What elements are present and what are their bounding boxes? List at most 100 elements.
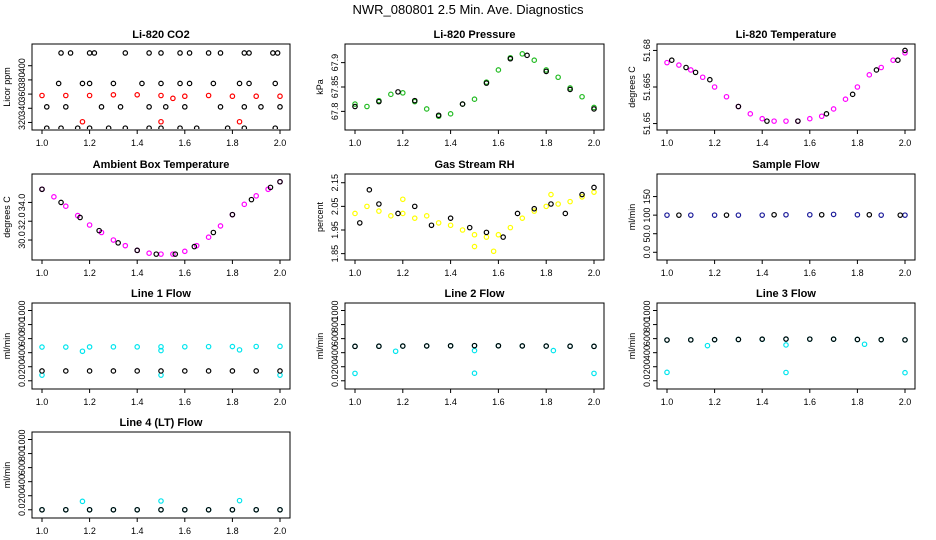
data-point — [902, 50, 908, 56]
data-point — [43, 104, 50, 110]
data-point — [707, 76, 713, 83]
data-point — [63, 104, 69, 110]
data-point — [524, 52, 530, 59]
data-point — [806, 336, 813, 342]
x-tick-label: 1.4 — [444, 138, 457, 148]
x-tick-label: 1.4 — [131, 526, 144, 536]
data-point — [591, 184, 597, 191]
data-point — [555, 74, 561, 81]
y-tick-label: 600 — [17, 460, 27, 475]
data-point — [241, 104, 248, 110]
data-point — [854, 336, 861, 343]
y-axis-label: ml/min — [2, 462, 12, 489]
series-2 — [43, 50, 283, 129]
x-tick-label: 1.8 — [226, 138, 239, 148]
x-tick-label: 1.2 — [397, 268, 410, 278]
data-point — [854, 211, 861, 218]
data-point — [205, 92, 212, 99]
data-point — [459, 227, 466, 233]
data-point — [210, 229, 217, 236]
y-tick-label: 200 — [17, 359, 27, 374]
y-axis-label: ml/min — [627, 333, 637, 360]
page-title: NWR_080801 2.5 Min. Ave. Diagnostics — [352, 2, 584, 17]
data-point — [210, 80, 217, 87]
data-point — [555, 201, 561, 207]
x-tick-label: 2.0 — [899, 138, 912, 148]
data-point — [86, 506, 93, 513]
data-point — [158, 125, 164, 129]
data-point — [854, 84, 861, 90]
data-point — [77, 214, 83, 221]
data-point — [236, 80, 243, 87]
x-tick-label: 1.8 — [851, 268, 864, 278]
data-point — [507, 55, 514, 62]
data-point — [759, 115, 766, 122]
data-point — [735, 212, 742, 218]
x-tick-label: 1.2 — [708, 138, 721, 148]
data-point — [861, 341, 868, 348]
data-point — [134, 92, 141, 98]
data-point — [519, 215, 526, 221]
series-2 — [352, 342, 597, 350]
chart-title: Sample Flow — [752, 159, 820, 171]
data-point — [110, 368, 117, 374]
data-point — [392, 348, 399, 355]
data-point — [182, 104, 188, 110]
data-point — [495, 67, 502, 73]
x-tick-label: 1.2 — [83, 397, 96, 407]
data-point — [229, 211, 236, 218]
chart-title: Line 4 (LT) Flow — [120, 417, 203, 429]
data-point — [253, 93, 260, 100]
data-point — [483, 234, 490, 240]
x-tick-label: 2.0 — [274, 526, 287, 536]
data-point — [902, 212, 908, 218]
data-point — [366, 187, 373, 193]
data-point — [423, 343, 430, 349]
data-point — [849, 91, 856, 98]
data-point — [806, 211, 813, 218]
data-point — [878, 336, 885, 343]
data-point — [873, 67, 880, 73]
y-axis-label: ml/min — [627, 204, 637, 231]
x-tick-label: 1.4 — [131, 138, 144, 148]
x-tick-label: 2.0 — [588, 397, 601, 407]
data-point — [783, 369, 789, 376]
data-point — [878, 212, 885, 218]
data-point — [177, 125, 183, 129]
chart-title: Li-820 Pressure — [434, 29, 516, 41]
data-point — [411, 215, 418, 221]
series-1 — [39, 497, 283, 513]
y-tick-label: 50.0 — [642, 225, 652, 243]
data-point — [352, 343, 358, 350]
y-tick-label: 600 — [642, 331, 652, 346]
y-tick-label: 200 — [17, 488, 27, 503]
data-point — [246, 80, 252, 87]
data-point — [86, 125, 93, 129]
data-point — [579, 194, 585, 200]
data-point — [352, 103, 358, 110]
x-tick-label: 1.8 — [226, 397, 239, 407]
chart-panel-5: Gas Stream RH percent 1.0 1.2 1.4 1.6 1.8 2.0 1.… — [315, 159, 605, 278]
x-tick-label: 1.0 — [36, 526, 49, 536]
chart-panel-4: Ambient Box Temperature degrees C 1.0 1.2 1.… — [2, 159, 291, 278]
y-axis-label: ml/min — [315, 333, 325, 360]
x-tick-label: 1.2 — [708, 268, 721, 278]
y-tick-label: 800 — [17, 446, 27, 461]
data-point — [86, 368, 93, 374]
x-tick-label: 1.8 — [851, 397, 864, 407]
chart-title: Li-820 Temperature — [736, 29, 837, 41]
x-tick-label: 1.2 — [83, 138, 96, 148]
data-point — [117, 104, 124, 110]
data-point — [158, 80, 164, 87]
x-tick-label: 1.6 — [804, 268, 817, 278]
chart-panel-9: Line 3 Flow ml/min 1.0 1.2 1.4 1.6 1.8 2.0 0.020… — [627, 288, 916, 407]
data-point — [270, 50, 276, 56]
data-point — [39, 92, 45, 99]
data-point — [471, 96, 478, 102]
data-point — [267, 184, 274, 191]
data-point — [376, 208, 382, 214]
y-tick-label: 340 — [17, 101, 27, 116]
y-tick-label: 2.05 — [330, 198, 340, 216]
plot-frame — [344, 43, 605, 131]
data-point — [229, 343, 236, 350]
